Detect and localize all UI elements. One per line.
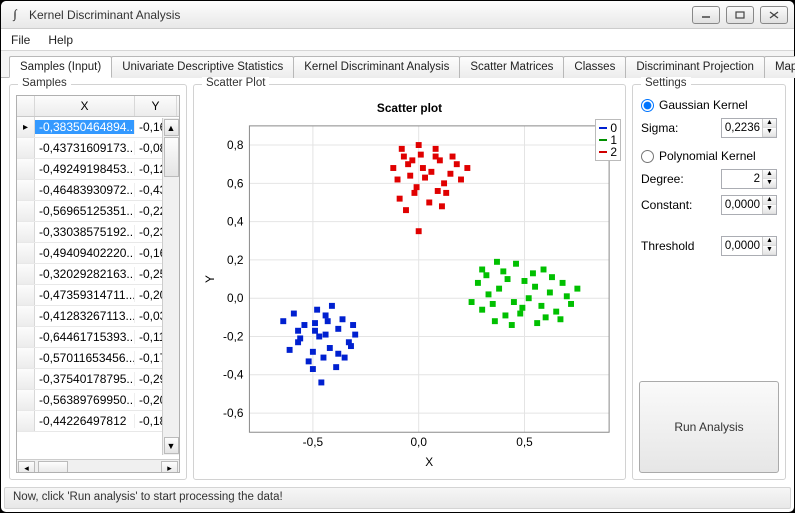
app-icon: ∫ xyxy=(7,7,23,23)
table-row[interactable]: -0,44226497812-0,185 xyxy=(17,411,179,432)
table-row[interactable]: -0,43731609173...-0,087 xyxy=(17,138,179,159)
samples-legend: Samples xyxy=(18,77,71,89)
constant-spinner[interactable]: ▲▼ xyxy=(721,195,777,215)
tab-kernel-discriminant-analysis[interactable]: Kernel Discriminant Analysis xyxy=(293,56,460,78)
gaussian-kernel-radio[interactable] xyxy=(641,99,654,112)
gaussian-kernel-label[interactable]: Gaussian Kernel xyxy=(659,98,748,112)
scatter-groupbox: Scatter Plot Scatter plot-0,50,00,5-0,6-… xyxy=(193,84,626,480)
grid-hscrollbar[interactable]: ◂▸ xyxy=(17,459,179,473)
tab-classes[interactable]: Classes xyxy=(563,56,626,78)
svg-text:Y: Y xyxy=(203,275,217,283)
constant-label: Constant: xyxy=(641,198,721,212)
col-header-x[interactable]: X xyxy=(35,96,135,116)
scatter-plot: Scatter plot -0,5 0,0 0,5 -0,6 -0,4 -0,2 0,0 0,2… xyxy=(200,95,619,473)
sigma-spinner[interactable]: ▲▼ xyxy=(721,118,777,138)
tab-samples-input-[interactable]: Samples (Input) xyxy=(9,56,112,78)
table-row[interactable]: -0,37540178795...-0,292 xyxy=(17,369,179,390)
table-row[interactable]: -0,64461715393...-0,115 xyxy=(17,327,179,348)
table-row[interactable]: -0,49409402220...-0,168 xyxy=(17,243,179,264)
table-row[interactable]: -0,32029282163...-0,251 xyxy=(17,264,179,285)
svg-text:0,0: 0,0 xyxy=(410,435,427,449)
table-row[interactable]: ▸-0,38350464894...-0,162 xyxy=(17,117,179,138)
svg-text:X: X xyxy=(425,455,433,469)
settings-groupbox: Settings Gaussian Kernel Sigma: ▲▼ Polyn… xyxy=(632,84,786,480)
polynomial-kernel-radio[interactable] xyxy=(641,150,654,163)
titlebar: ∫ Kernel Discriminant Analysis xyxy=(1,1,794,29)
degree-label: Degree: xyxy=(641,172,721,186)
degree-spinner[interactable]: ▲▼ xyxy=(721,169,777,189)
svg-text:-0,4: -0,4 xyxy=(223,368,244,382)
sigma-input[interactable] xyxy=(722,119,762,137)
svg-text:-0,5: -0,5 xyxy=(303,435,324,449)
samples-groupbox: Samples X Y ▸-0,38350464894...-0,162-0,4… xyxy=(9,84,187,480)
table-row[interactable]: -0,33038575192...-0,232 xyxy=(17,222,179,243)
run-analysis-button[interactable]: Run Analysis xyxy=(639,381,779,473)
svg-text:0,8: 0,8 xyxy=(227,138,244,152)
table-row[interactable]: -0,56389769950...-0,207 xyxy=(17,390,179,411)
svg-text:Scatter plot: Scatter plot xyxy=(377,101,442,115)
svg-text:0,2: 0,2 xyxy=(227,253,243,267)
threshold-input[interactable] xyxy=(722,237,762,255)
threshold-label: Threshold xyxy=(641,239,721,253)
menubar: File Help xyxy=(1,29,794,51)
scatter-legend: Scatter Plot xyxy=(202,77,269,89)
degree-input[interactable] xyxy=(722,170,762,188)
svg-text:-0,2: -0,2 xyxy=(223,329,243,343)
maximize-button[interactable] xyxy=(726,6,754,24)
statusbar: Now, click 'Run analysis' to start proce… xyxy=(4,487,791,509)
grid-vscrollbar[interactable]: ▲▼ xyxy=(162,118,179,455)
settings-legend: Settings xyxy=(641,77,691,89)
col-header-y[interactable]: Y xyxy=(135,96,177,116)
close-button[interactable] xyxy=(760,6,788,24)
menu-help[interactable]: Help xyxy=(48,33,73,47)
tab-scatter-matrices[interactable]: Scatter Matrices xyxy=(459,56,564,78)
sigma-label: Sigma: xyxy=(641,121,721,135)
table-row[interactable]: -0,47359314711...-0,200 xyxy=(17,285,179,306)
constant-input[interactable] xyxy=(722,196,762,214)
tab-discriminant-projection[interactable]: Discriminant Projection xyxy=(625,56,765,78)
svg-text:0,6: 0,6 xyxy=(227,176,244,190)
table-row[interactable]: -0,56965125351...-0,227 xyxy=(17,201,179,222)
window-title: Kernel Discriminant Analysis xyxy=(29,8,692,22)
svg-text:0,5: 0,5 xyxy=(516,435,533,449)
threshold-spinner[interactable]: ▲▼ xyxy=(721,236,777,256)
tab-mapping-navigation[interactable]: Mapping Navigation xyxy=(764,56,795,78)
classes-legend: 012 xyxy=(595,119,621,161)
app-window: ∫ Kernel Discriminant Analysis File Help… xyxy=(0,0,795,513)
svg-text:0,0: 0,0 xyxy=(227,291,244,305)
polynomial-kernel-label[interactable]: Polynomial Kernel xyxy=(659,149,756,163)
table-row[interactable]: -0,57011653456...-0,173 xyxy=(17,348,179,369)
svg-text:-0,6: -0,6 xyxy=(223,406,244,420)
minimize-button[interactable] xyxy=(692,6,720,24)
table-row[interactable]: -0,41283267113...-0,039 xyxy=(17,306,179,327)
menu-file[interactable]: File xyxy=(11,33,30,47)
table-row[interactable]: -0,49249198453...-0,127 xyxy=(17,159,179,180)
tab-univariate-descriptive-statistics[interactable]: Univariate Descriptive Statistics xyxy=(111,56,294,78)
svg-text:0,4: 0,4 xyxy=(227,215,244,229)
table-row[interactable]: -0,46483930972...-0,437 xyxy=(17,180,179,201)
tabs: Samples (Input)Univariate Descriptive St… xyxy=(1,51,794,78)
samples-grid[interactable]: X Y ▸-0,38350464894...-0,162-0,437316091… xyxy=(16,95,180,473)
